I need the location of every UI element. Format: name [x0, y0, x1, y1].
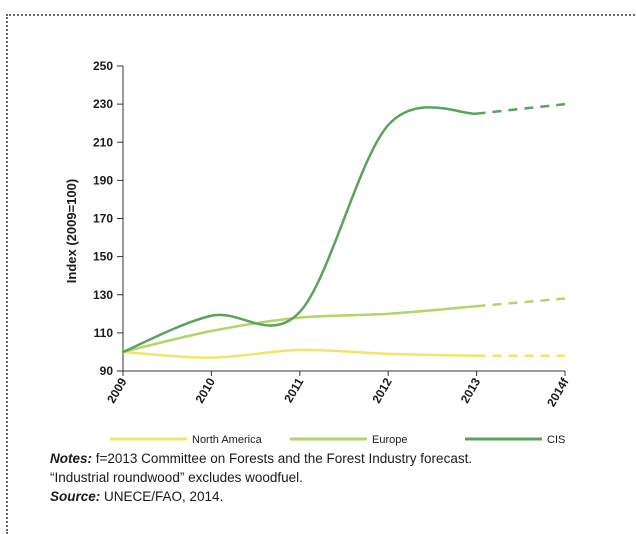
y-tick-label: 150 [93, 250, 113, 264]
y-tick-label: 250 [93, 59, 113, 73]
y-axis-label: Index (2009=100) [64, 179, 79, 283]
x-tick-label: 2014f [544, 375, 572, 409]
y-tick-label: 190 [93, 173, 113, 187]
line-chart: Index (2009=100) 90 110 130 150 170 190 210 230… [64, 59, 572, 446]
legend-label-north-america: North America [192, 434, 263, 446]
figure-notes: Notes: f=2013 Committee on Forests and t… [50, 449, 472, 506]
notes-label: Notes: [50, 451, 93, 466]
figure-frame [6, 14, 636, 534]
notes-text: f=2013 Committee on Forests and the Fore… [92, 451, 473, 466]
series-line-north-america [121, 348, 478, 359]
y-tick-label: 230 [93, 97, 113, 111]
series-forecast-cis [476, 102, 566, 115]
x-tick-label: 2010 [193, 375, 219, 405]
y-tick-label: 210 [93, 135, 113, 149]
y-tick-label: 90 [100, 364, 114, 378]
legend-label-cis: CIS [547, 434, 565, 446]
series-line-europe [121, 304, 478, 354]
source-text: UNECE/FAO, 2014. [100, 489, 224, 504]
y-tick-label: 110 [94, 326, 114, 340]
legend-label-europe: Europe [372, 434, 407, 446]
x-tick-label: 2011 [281, 375, 306, 405]
source-label: Source: [50, 489, 101, 504]
x-tick-label: 2012 [369, 375, 395, 405]
source-line: Source: UNECE/FAO, 2014. [50, 487, 472, 506]
y-tick-label: 130 [93, 288, 113, 302]
x-tick-label: 2013 [458, 375, 484, 405]
y-tick-label: 170 [93, 212, 113, 226]
notes-line-2: “Industrial roundwood” excludes woodfuel… [50, 470, 303, 485]
x-tick-label: 2009 [104, 375, 130, 405]
notes-line-1: Notes: f=2013 Committee on Forests and t… [50, 449, 472, 468]
series-line-cis [121, 106, 478, 354]
series-forecast-europe [476, 297, 566, 308]
